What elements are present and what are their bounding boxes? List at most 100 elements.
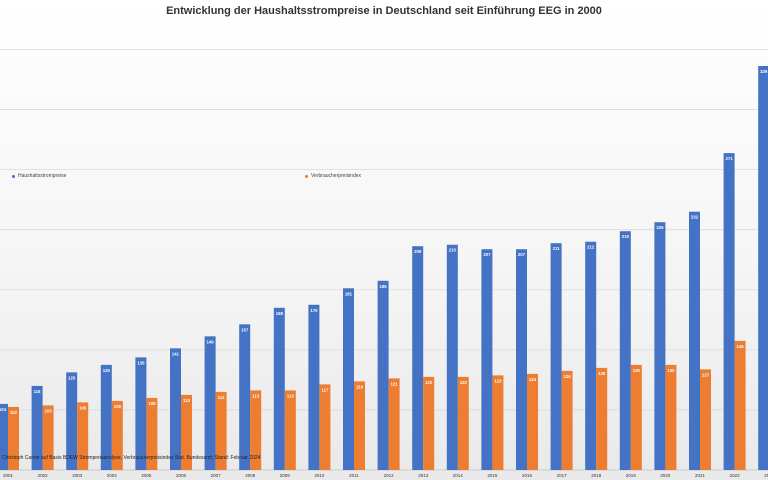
bar-verbraucherpreisindex bbox=[561, 370, 573, 470]
legend-marker-orange bbox=[305, 174, 308, 178]
bar-haushaltsstrompreise bbox=[170, 348, 181, 470]
legend-item-haushaltsstrompreise: Haushaltsstrompreise bbox=[12, 173, 66, 179]
x-tick-label: 2012 bbox=[384, 473, 395, 478]
bar-haushaltsstrompreise bbox=[239, 324, 251, 470]
data-label: 102 bbox=[10, 410, 18, 415]
x-tick-label: 2007 bbox=[211, 473, 222, 478]
x-tick-label: 2006 bbox=[176, 473, 187, 478]
data-label: 105 bbox=[79, 405, 87, 410]
bar-verbraucherpreisindex bbox=[596, 367, 608, 470]
bar-verbraucherpreisindex bbox=[77, 402, 89, 470]
bar-haushaltsstrompreise bbox=[412, 246, 424, 470]
data-label: 110 bbox=[183, 398, 191, 403]
bar-haushaltsstrompreise bbox=[273, 307, 285, 470]
bar-verbraucherpreisindex bbox=[284, 390, 296, 470]
legend-item-verbraucherpreisindex: Verbraucherpreisindex bbox=[305, 173, 361, 179]
data-label: 207 bbox=[483, 252, 491, 257]
x-tick-label: 2016 bbox=[522, 473, 533, 478]
bar-verbraucherpreisindex bbox=[354, 381, 365, 470]
data-label: 219 bbox=[622, 234, 630, 239]
bar-verbraucherpreisindex bbox=[734, 340, 746, 470]
bar-haushaltsstrompreise bbox=[66, 372, 78, 470]
x-tick-label: 2009 bbox=[280, 473, 291, 478]
data-label: 329 bbox=[760, 69, 768, 74]
bar-verbraucherpreisindex bbox=[388, 378, 400, 470]
bar-verbraucherpreisindex bbox=[42, 405, 54, 470]
data-label: 130 bbox=[103, 368, 111, 373]
x-tick-label: 2010 bbox=[314, 473, 325, 478]
bar-verbraucherpreisindex bbox=[527, 373, 538, 470]
bar-verbraucherpreisindex bbox=[319, 384, 331, 470]
data-label: 127 bbox=[702, 372, 710, 377]
bar-verbraucherpreisindex bbox=[423, 376, 435, 470]
bar-haushaltsstrompreise bbox=[135, 357, 147, 470]
x-tick-label: 2008 bbox=[245, 473, 256, 478]
x-tick-label: 2002 bbox=[38, 473, 49, 478]
bar-haushaltsstrompreise bbox=[550, 243, 562, 470]
bar-haushaltsstrompreise bbox=[100, 364, 112, 470]
x-tick-label: 2001 bbox=[3, 473, 14, 478]
legend-marker-blue bbox=[12, 174, 15, 178]
data-label: 121 bbox=[391, 381, 399, 386]
bar-haushaltsstrompreise bbox=[0, 403, 8, 470]
source-note: Christoph Canne auf Basis BDEW Stromprei… bbox=[2, 455, 261, 461]
bar-haushaltsstrompreise bbox=[689, 211, 700, 470]
legend-label: Haushaltsstrompreise bbox=[18, 173, 67, 179]
data-label: 130 bbox=[667, 368, 675, 373]
x-tick-label: 2017 bbox=[557, 473, 568, 478]
bar-verbraucherpreisindex bbox=[492, 375, 504, 470]
data-label: 113 bbox=[252, 393, 260, 398]
bar-verbraucherpreisindex bbox=[111, 400, 123, 470]
data-label: 232 bbox=[691, 215, 699, 220]
bar-verbraucherpreisindex bbox=[665, 364, 677, 470]
bar-haushaltsstrompreise bbox=[619, 231, 631, 470]
data-label: 146 bbox=[737, 344, 745, 349]
bar-haushaltsstrompreise bbox=[654, 222, 666, 470]
x-tick-label: 2022 bbox=[730, 473, 741, 478]
data-label: 181 bbox=[345, 291, 353, 296]
bar-haushaltsstrompreise bbox=[481, 249, 493, 470]
data-label: 119 bbox=[356, 384, 364, 389]
data-label: 271 bbox=[726, 156, 734, 161]
bar-haushaltsstrompreise bbox=[758, 66, 768, 470]
legend-label: Verbraucherpreisindex bbox=[311, 173, 362, 179]
x-tick-label: 2019 bbox=[626, 473, 637, 478]
data-label: 113 bbox=[287, 393, 295, 398]
data-label: 122 bbox=[460, 380, 468, 385]
data-label: 117 bbox=[321, 387, 329, 392]
data-label: 168 bbox=[276, 311, 284, 316]
bar-haushaltsstrompreise bbox=[446, 244, 458, 470]
data-label: 186 bbox=[380, 284, 388, 289]
bar-verbraucherpreisindex bbox=[630, 364, 642, 470]
data-label: 108 bbox=[148, 401, 156, 406]
x-tick-label: 2018 bbox=[591, 473, 602, 478]
bar-verbraucherpreisindex bbox=[8, 406, 19, 470]
bar-verbraucherpreisindex bbox=[250, 390, 262, 470]
bar-haushaltsstrompreise bbox=[723, 153, 735, 471]
bar-haushaltsstrompreise bbox=[516, 249, 527, 470]
data-label: 225 bbox=[656, 225, 664, 230]
data-label: 209 bbox=[414, 249, 422, 254]
data-label: 104 bbox=[0, 407, 7, 412]
data-label: 135 bbox=[137, 360, 145, 365]
bar-haushaltsstrompreise bbox=[377, 280, 389, 470]
bar-haushaltsstrompreise bbox=[308, 304, 320, 470]
data-label: 211 bbox=[553, 246, 561, 251]
x-tick-label: 2014 bbox=[453, 473, 464, 478]
bar-haushaltsstrompreise bbox=[585, 241, 597, 470]
data-label: 122 bbox=[425, 380, 433, 385]
data-label: 112 bbox=[218, 395, 226, 400]
bar-haushaltsstrompreise bbox=[31, 385, 43, 470]
data-label: 212 bbox=[587, 245, 595, 250]
bar-verbraucherpreisindex bbox=[181, 394, 192, 470]
data-label: 123 bbox=[494, 378, 502, 383]
data-label: 125 bbox=[68, 375, 76, 380]
data-label: 106 bbox=[114, 404, 122, 409]
data-label: 116 bbox=[34, 389, 42, 394]
x-tick-label: 2020 bbox=[660, 473, 671, 478]
x-tick-label: 2004 bbox=[107, 473, 118, 478]
data-label: 149 bbox=[207, 339, 215, 344]
data-label: 157 bbox=[241, 327, 249, 332]
